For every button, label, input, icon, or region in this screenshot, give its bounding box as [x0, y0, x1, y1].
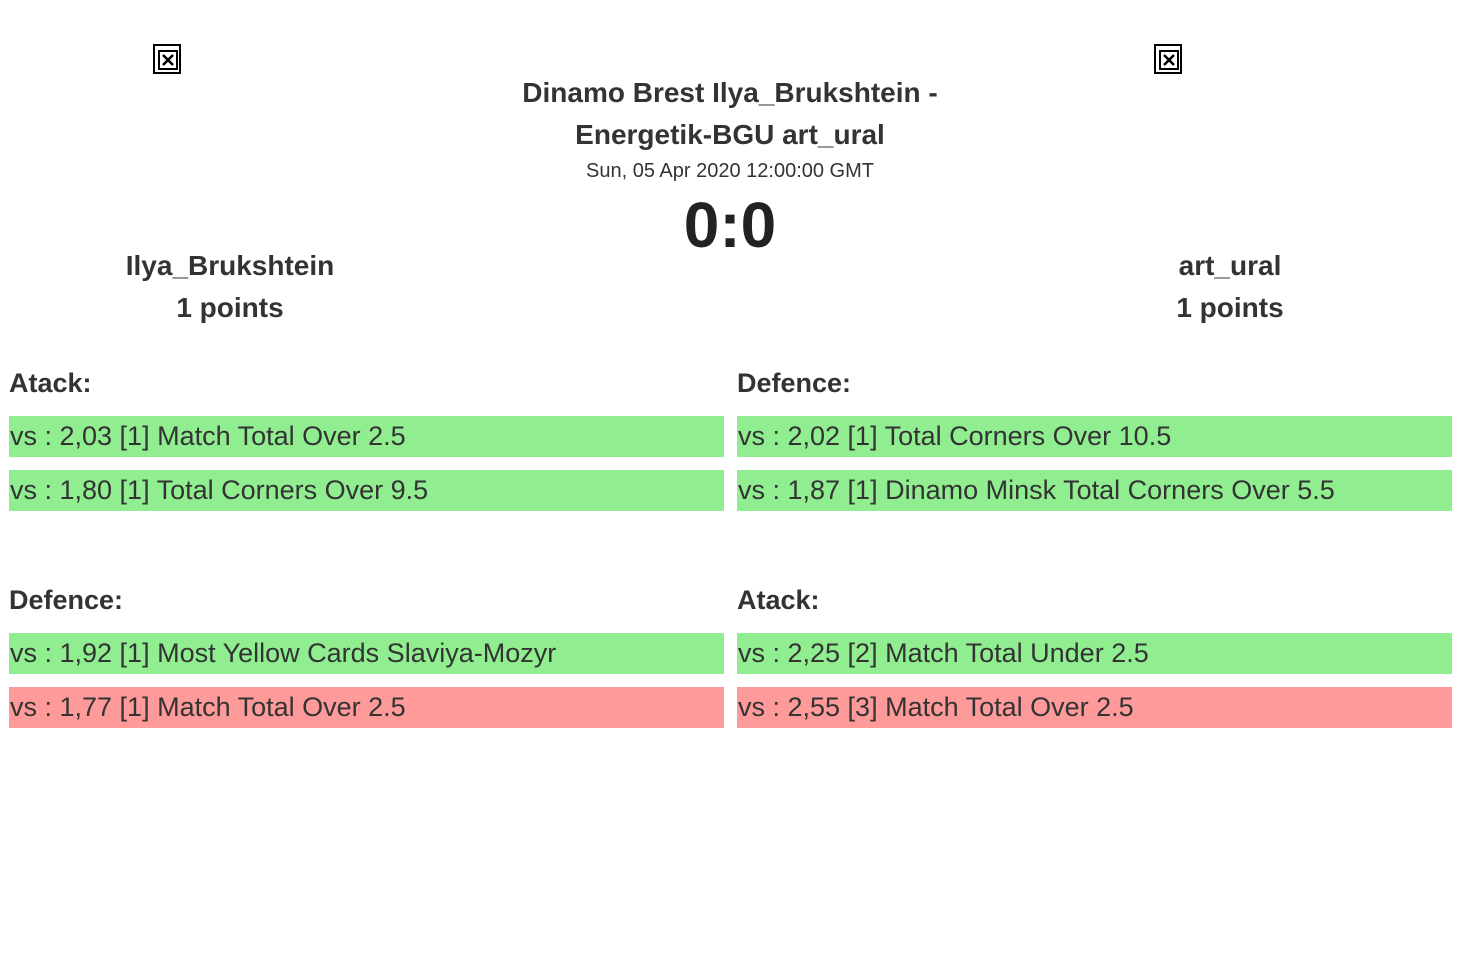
match-title-line2: Energetik-BGU art_ural — [575, 119, 885, 150]
bet-row: vs : 2,55 [3] Match Total Over 2.5 — [737, 687, 1452, 728]
broken-image-icon — [1154, 44, 1182, 74]
match-date: Sun, 05 Apr 2020 12:00:00 GMT — [586, 160, 874, 182]
right-bottom-section-title: Atack: — [737, 585, 820, 615]
player-right: art_ural 1 points — [1060, 245, 1400, 329]
player-left-points: 1 points — [176, 292, 284, 323]
broken-image-icon — [153, 44, 181, 74]
match-header: Dinamo Brest Ilya_Brukshtein - Energetik… — [430, 72, 1030, 262]
bet-row: vs : 1,80 [1] Total Corners Over 9.5 — [9, 470, 724, 511]
bet-row: vs : 1,77 [1] Match Total Over 2.5 — [9, 687, 724, 728]
player-left-name: Ilya_Brukshtein — [125, 250, 335, 281]
bet-row: vs : 1,87 [1] Dinamo Minsk Total Corners… — [737, 470, 1452, 511]
match-score: 0:0 — [683, 189, 777, 261]
bet-row: vs : 2,03 [1] Match Total Over 2.5 — [9, 416, 724, 457]
right-top-section-title: Defence: — [737, 368, 852, 398]
left-top-section-title: Atack: — [9, 368, 92, 398]
player-right-name: art_ural — [1178, 250, 1282, 281]
bet-row: vs : 2,25 [2] Match Total Under 2.5 — [737, 633, 1452, 674]
bet-row: vs : 1,92 [1] Most Yellow Cards Slaviya-… — [9, 633, 724, 674]
match-title-line1: Dinamo Brest Ilya_Brukshtein - — [522, 77, 938, 108]
bet-row: vs : 2,02 [1] Total Corners Over 10.5 — [737, 416, 1452, 457]
player-right-points: 1 points — [1176, 292, 1284, 323]
player-left: Ilya_Brukshtein 1 points — [60, 245, 400, 329]
left-bottom-section-title: Defence: — [9, 585, 124, 615]
